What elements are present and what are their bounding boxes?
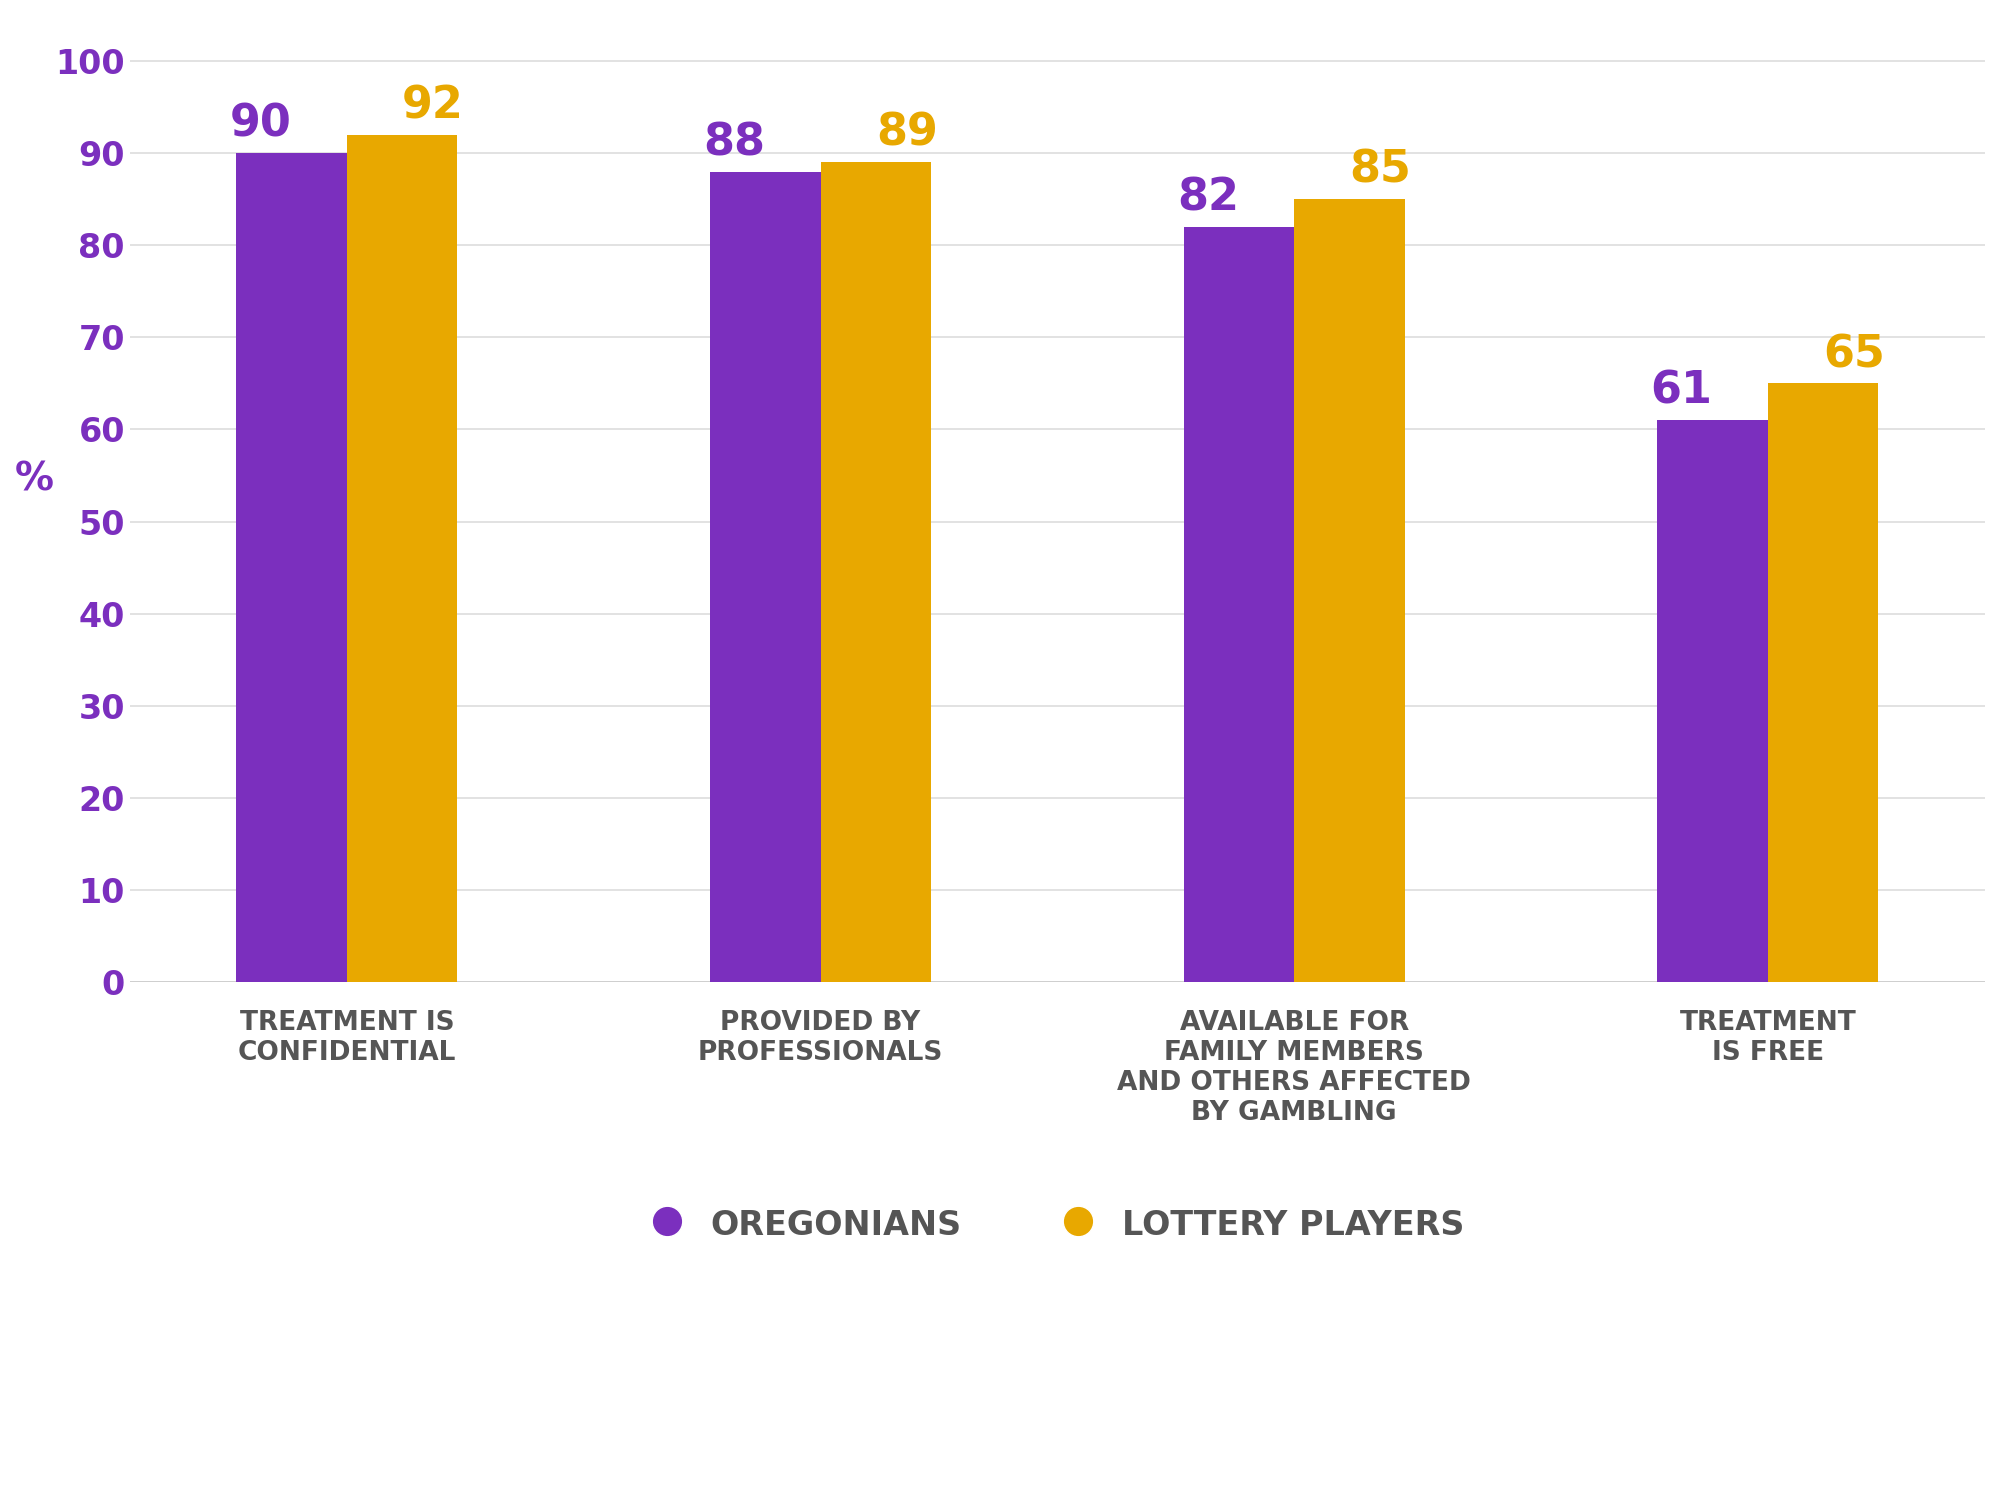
Bar <box>1294 200 1404 982</box>
Text: 82: 82 <box>1176 177 1238 219</box>
Text: 65: 65 <box>1824 333 1886 376</box>
Y-axis label: %: % <box>16 460 54 498</box>
Bar <box>710 171 820 982</box>
Text: 89: 89 <box>876 112 938 154</box>
Text: 85: 85 <box>1350 148 1412 192</box>
Bar <box>236 153 346 983</box>
Bar <box>820 162 932 983</box>
Bar <box>346 135 458 983</box>
Bar <box>1768 384 1878 982</box>
Text: 90: 90 <box>230 104 292 146</box>
Bar <box>1658 420 1768 982</box>
Legend: OREGONIANS, LOTTERY PLAYERS: OREGONIANS, LOTTERY PLAYERS <box>618 1174 1498 1275</box>
Bar <box>1184 226 1294 982</box>
Text: 88: 88 <box>704 122 766 164</box>
Text: 92: 92 <box>402 84 464 128</box>
Text: 61: 61 <box>1650 370 1712 413</box>
